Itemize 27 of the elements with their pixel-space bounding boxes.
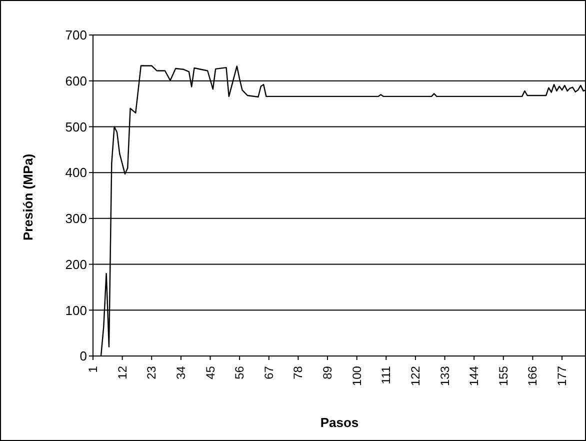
y-tick-label: 700 (65, 28, 87, 43)
x-tick-label: 111 (379, 366, 394, 384)
y-tick-label: 500 (65, 119, 87, 134)
y-tick-label: 400 (65, 165, 87, 180)
x-tick-label: 89 (320, 366, 335, 380)
y-tick-label: 600 (65, 73, 87, 88)
x-tick-label: 34 (174, 366, 188, 380)
x-tick-label: 45 (203, 366, 218, 380)
y-axis-title: Presión (MPa) (20, 154, 36, 240)
x-tick-label: 78 (291, 366, 306, 380)
x-tick-label: 155 (496, 366, 510, 386)
x-tick-label: 177 (555, 366, 570, 386)
y-tick-label: 0 (80, 348, 87, 364)
x-tick-label: 12 (115, 366, 130, 380)
y-tick-label: 300 (65, 211, 87, 226)
x-tick-label: 100 (350, 366, 364, 386)
y-tick-label: 200 (65, 256, 87, 272)
x-tick-label: 1 (86, 366, 100, 373)
x-tick-label: 166 (526, 366, 540, 386)
x-tick-label: 23 (144, 366, 159, 380)
x-axis-title: Pasos (320, 415, 359, 430)
x-tick-label: 133 (438, 366, 452, 386)
x-tick-label: 67 (262, 366, 276, 380)
x-tick-label: 56 (232, 366, 247, 380)
x-tick-label: 144 (467, 366, 482, 386)
x-tick-label: 122 (408, 366, 422, 386)
y-tick-label: 100 (65, 302, 87, 318)
